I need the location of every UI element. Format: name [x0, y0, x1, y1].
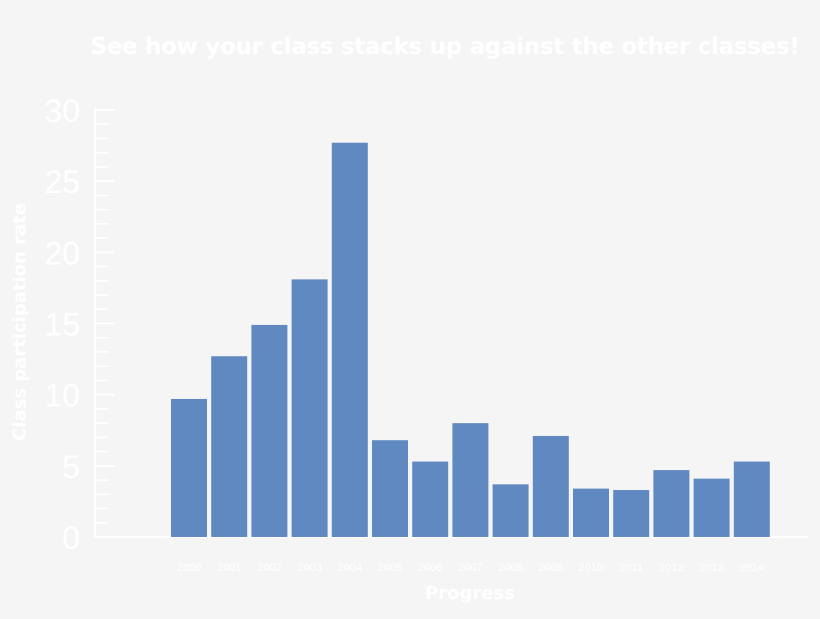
y-tick-label-0: 0 [62, 520, 80, 556]
bar-2000 [171, 398, 207, 537]
x-tick-label-2003: 2003 [297, 562, 321, 574]
bar-2008 [492, 484, 529, 537]
x-tick-label-2005: 2005 [378, 562, 402, 574]
x-tick-label-2006: 2006 [418, 562, 442, 574]
y-tick-layer: 0 5 10 15 20 25 30 [44, 93, 80, 556]
bar-2009 [532, 435, 569, 537]
bar-2010 [573, 488, 609, 537]
bar-2006 [412, 461, 449, 537]
bar-2012 [653, 470, 690, 537]
bar-2011 [613, 490, 650, 537]
y-axis-label: Class participation rate [9, 203, 31, 441]
bar-2002 [251, 324, 288, 537]
x-tick-label-2001: 2001 [217, 562, 241, 574]
bar-2005 [372, 440, 408, 537]
y-tick-label-5: 5 [62, 449, 80, 485]
x-tick-label-2009: 2009 [539, 562, 563, 574]
bar-2004 [331, 142, 368, 537]
x-tick-label-2014: 2014 [740, 562, 764, 574]
bar-2003 [291, 279, 328, 537]
bar-2001 [211, 356, 248, 537]
bar-2007 [452, 423, 489, 537]
y-tick-label-20: 20 [44, 235, 80, 271]
x-tick-label-2000: 2000 [177, 562, 201, 574]
x-tick-label-2010: 2010 [579, 562, 603, 574]
y-tick-label-15: 15 [44, 307, 80, 343]
x-tick-label-2012: 2012 [659, 562, 683, 574]
x-tick-label-2011: 2011 [619, 562, 643, 574]
chart-title: See how your class stacks up against the… [90, 34, 800, 60]
y-tick-label-10: 10 [44, 378, 80, 414]
y-tick-label-25: 25 [44, 164, 80, 200]
x-tick-label-2008: 2008 [498, 562, 522, 574]
x-tick-label-2002: 2002 [257, 562, 281, 574]
bar-layer [171, 142, 770, 537]
x-tick-label-2007: 2007 [458, 562, 482, 574]
x-tick-layer: 2000 2001 2002 2003 2004 2005 2006 2007 2008 2009… [177, 562, 764, 574]
bar-2013 [693, 478, 730, 537]
bar-2014 [733, 461, 770, 537]
x-tick-label-2013: 2013 [699, 562, 723, 574]
x-axis-label: Progress [425, 583, 515, 604]
y-tick-label-30: 30 [44, 93, 80, 129]
x-tick-label-2004: 2004 [338, 562, 362, 574]
